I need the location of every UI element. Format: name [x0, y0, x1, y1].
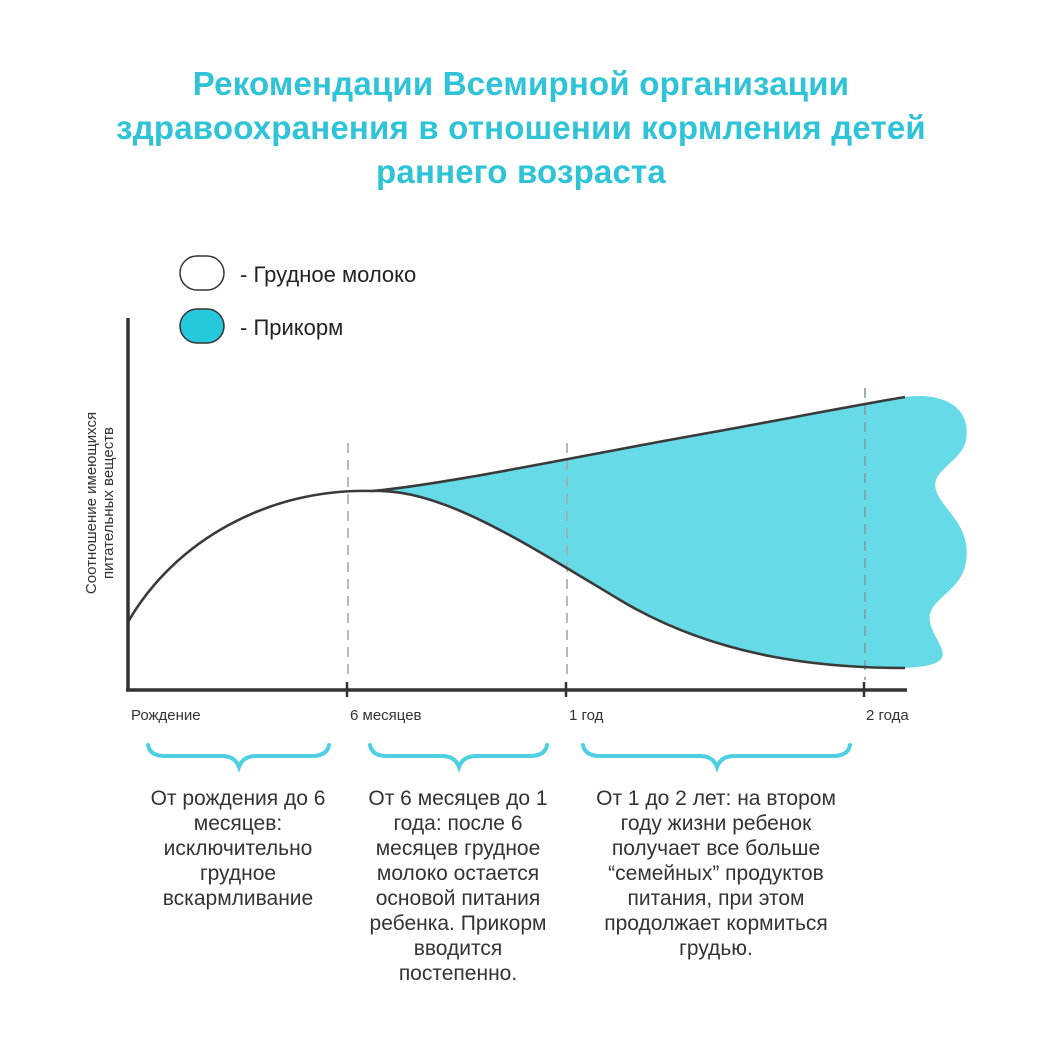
brace-period-3 — [581, 743, 852, 773]
legend-swatch-complementary — [179, 308, 225, 344]
period-2-line: основой питания — [375, 887, 541, 910]
period-description-2: От 6 месяцев до 1 года: после 6 месяцев … — [350, 786, 566, 986]
period-3-line: От 1 до 2 лет: на втором — [596, 787, 836, 810]
period-1-line: исключительно — [163, 837, 313, 860]
tick-label-6-months: 6 месяцев — [350, 707, 422, 724]
period-1-line: вскармливание — [162, 887, 314, 910]
brace-period-2 — [368, 743, 549, 773]
period-3-line: продолжает кормиться — [604, 912, 828, 935]
y-axis-label: Соотношение имеющихся питательных вещест… — [83, 343, 117, 663]
period-3-line: грудью. — [679, 937, 753, 960]
period-1-line: От рождения до 6 — [150, 787, 326, 810]
tick-label-1-year: 1 год — [569, 707, 604, 724]
period-2-line: вводится — [413, 937, 503, 960]
total-nutrition-line — [371, 395, 906, 493]
title-line-2: здравоохранения в отношении кормления де… — [116, 109, 926, 146]
period-3-line: “семейных” продуктов — [608, 862, 824, 885]
legend-swatch-breastmilk — [179, 255, 225, 291]
period-3-line: году жизни ребенок — [620, 812, 812, 835]
period-2-line: года: после 6 — [393, 812, 523, 835]
y-axis-label-line-1: Соотношение имеющихся — [83, 411, 100, 595]
y-axis-label-line-2: питательных веществ — [100, 426, 117, 580]
legend-label-breastmilk: - Грудное молоко — [240, 262, 417, 287]
period-2-line: От 6 месяцев до 1 — [368, 787, 548, 810]
period-1-line: месяцев: — [193, 812, 283, 835]
brace-period-1 — [146, 743, 331, 773]
legend-label-complementary: - Прикорм — [240, 315, 344, 340]
title-line-1: Рекомендации Всемирной организации — [192, 65, 850, 102]
tick-label-birth: Рождение — [131, 707, 201, 724]
period-1-line: грудное — [199, 862, 277, 885]
period-description-3: От 1 до 2 лет: на втором году жизни ребе… — [566, 786, 866, 961]
period-description-1: От рождения до 6 месяцев: исключительно … — [128, 786, 348, 911]
period-2-line: месяцев грудное — [375, 837, 541, 860]
period-3-line: питания, при этом — [627, 887, 805, 910]
period-3-line: получает все больше — [611, 837, 821, 860]
complementary-food-area — [372, 395, 967, 668]
tick-label-2-years: 2 года — [866, 707, 909, 724]
page-title: Рекомендации Всемирной организации здрав… — [0, 62, 1042, 194]
period-2-line: постепенно. — [398, 962, 518, 985]
breastmilk-curve — [126, 489, 906, 670]
period-2-line: ребенка. Прикорм — [369, 912, 547, 935]
period-2-line: молоко остается — [376, 862, 540, 885]
title-line-3: раннего возраста — [376, 153, 666, 190]
